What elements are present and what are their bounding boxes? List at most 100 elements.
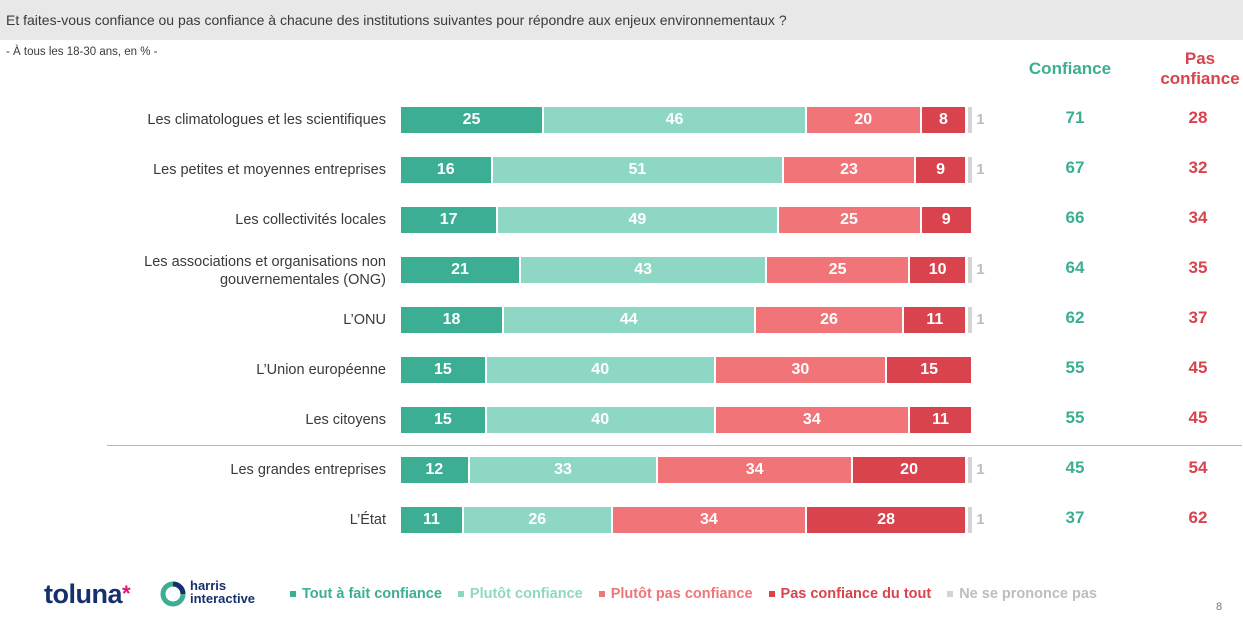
total-pas-confiance: 45 [1188,408,1208,427]
bar-segment-pas-du-tout: 9 [921,207,971,233]
row-label: L’ONU [343,312,386,328]
toluna-logo: toluna* [44,578,131,610]
harris-logo-icon [160,581,186,607]
column-header-confiance: Confiance [1028,59,1112,78]
total-confiance: 45 [1065,458,1085,477]
total-pas-confiance: 28 [1188,108,1208,127]
bar-segment-pas-du-tout: 8 [921,107,966,133]
bar-segment-tout-a-fait: 11 [401,507,462,533]
row-label: Les petites et moyennes entreprises [153,162,386,178]
total-pas-confiance: 37 [1188,308,1208,327]
bar-segment-nsp [968,507,973,533]
bar-segment-tout-a-fait: 21 [401,257,520,283]
total-confiance: 37 [1065,508,1085,527]
column-header-pas-confiance: Pas confiance [1160,49,1240,88]
total-pas-confiance: 62 [1188,508,1208,527]
legend-swatch [947,591,954,597]
total-confiance: 67 [1065,158,1085,177]
row-label: Les associations et organisations non go… [144,254,386,288]
bar-segment-tout-a-fait: 25 [401,107,542,133]
bar-segment-nsp [968,257,973,283]
nsp-value-label: 1 [976,461,985,478]
legend-label: Pas confiance du tout [780,586,932,602]
row-label: Les grandes entreprises [230,462,386,478]
legend-swatch [457,591,464,597]
legend-swatch [598,591,605,597]
bar-segment-plutot: 26 [463,507,611,533]
bar-segment-plutot-pas: 26 [755,307,903,333]
total-pas-confiance: 45 [1188,358,1208,377]
nsp-value-label: 1 [976,161,985,178]
harris-logo-line1: harris [190,578,227,593]
bar-segment-plutot: 40 [486,357,714,383]
legend-swatch [768,591,775,597]
bar-segment-plutot-pas: 34 [612,507,806,533]
bar-segment-pas-du-tout: 20 [852,457,966,483]
row-label: Les collectivités locales [235,212,386,228]
bar-segment-plutot: 43 [521,257,766,283]
bar-segment-plutot: 44 [503,307,754,333]
page-number: 8 [1216,601,1223,613]
legend-item: Plutôt confiance [457,586,583,602]
bar-segment-plutot: 33 [469,457,657,483]
bar-segment-tout-a-fait: 15 [401,407,485,433]
bar-segment-plutot-pas: 30 [715,357,886,383]
total-confiance: 55 [1065,408,1085,427]
harris-interactive-logo: harris interactive [190,579,255,605]
total-pas-confiance: 54 [1188,458,1208,477]
row-label: L’Union européenne [256,362,386,378]
bar-segment-plutot: 40 [486,407,714,433]
bar-segment-plutot: 46 [544,107,806,133]
toluna-wordmark: toluna [44,579,123,609]
bar-segment-plutot: 49 [498,207,777,233]
bar-segment-pas-du-tout: 15 [887,357,971,383]
total-pas-confiance: 35 [1188,258,1208,277]
harris-logo-line2: interactive [190,591,256,606]
question-title: Et faites-vous confiance ou pas confianc… [6,12,787,28]
nsp-value-label: 1 [976,311,985,328]
bar-segment-plutot-pas: 34 [715,407,909,433]
total-pas-confiance: 32 [1188,158,1208,177]
chart-legend: Tout à fait confiance Plutôt confiance Plu… [290,586,1097,602]
legend-label: Plutôt confiance [469,586,583,602]
bar-segment-nsp [968,457,973,483]
total-confiance: 62 [1065,308,1085,327]
bar-segment-nsp [968,307,973,333]
nsp-value-label: 1 [976,261,985,278]
legend-label: Tout à fait confiance [302,586,442,602]
nsp-value-label: 1 [976,511,985,528]
row-label: L’État [349,512,386,528]
legend-item: Tout à fait confiance [290,586,442,602]
bar-segment-nsp [968,157,973,183]
bar-segment-plutot-pas: 25 [778,207,920,233]
row-label: Les citoyens [305,412,386,428]
bar-segment-plutot-pas: 20 [807,107,920,133]
total-pas-confiance: 34 [1188,208,1208,227]
legend-item: Pas confiance du tout [768,586,932,602]
question-band [0,0,1243,40]
bar-segment-plutot: 51 [492,157,783,183]
nsp-value-label: 1 [976,111,985,128]
legend-swatch [290,591,296,597]
toluna-star-icon: * [122,581,131,606]
group-divider [107,445,1242,446]
legend-label: Ne se prononce pas [959,586,1097,602]
bar-segment-tout-a-fait: 15 [401,357,485,383]
bar-segment-nsp [968,107,973,133]
legend-label: Plutôt pas confiance [610,586,753,602]
bar-segment-plutot-pas: 25 [767,257,909,283]
total-confiance: 71 [1065,108,1085,127]
bar-segment-pas-du-tout: 11 [910,407,971,433]
bar-segment-pas-du-tout: 28 [807,507,966,533]
legend-item: Plutôt pas confiance [598,586,753,602]
bar-segment-plutot-pas: 23 [784,157,914,183]
bar-segment-tout-a-fait: 16 [401,157,491,183]
row-label: Les climatologues et les scientifiques [147,112,386,128]
base-note: - À tous les 18-30 ans, en % - [6,46,158,58]
total-confiance: 64 [1065,258,1085,277]
total-confiance: 55 [1065,358,1085,377]
bar-segment-pas-du-tout: 11 [904,307,966,333]
bar-segment-tout-a-fait: 12 [401,457,468,483]
bar-segment-plutot-pas: 34 [658,457,851,483]
total-confiance: 66 [1065,208,1085,227]
